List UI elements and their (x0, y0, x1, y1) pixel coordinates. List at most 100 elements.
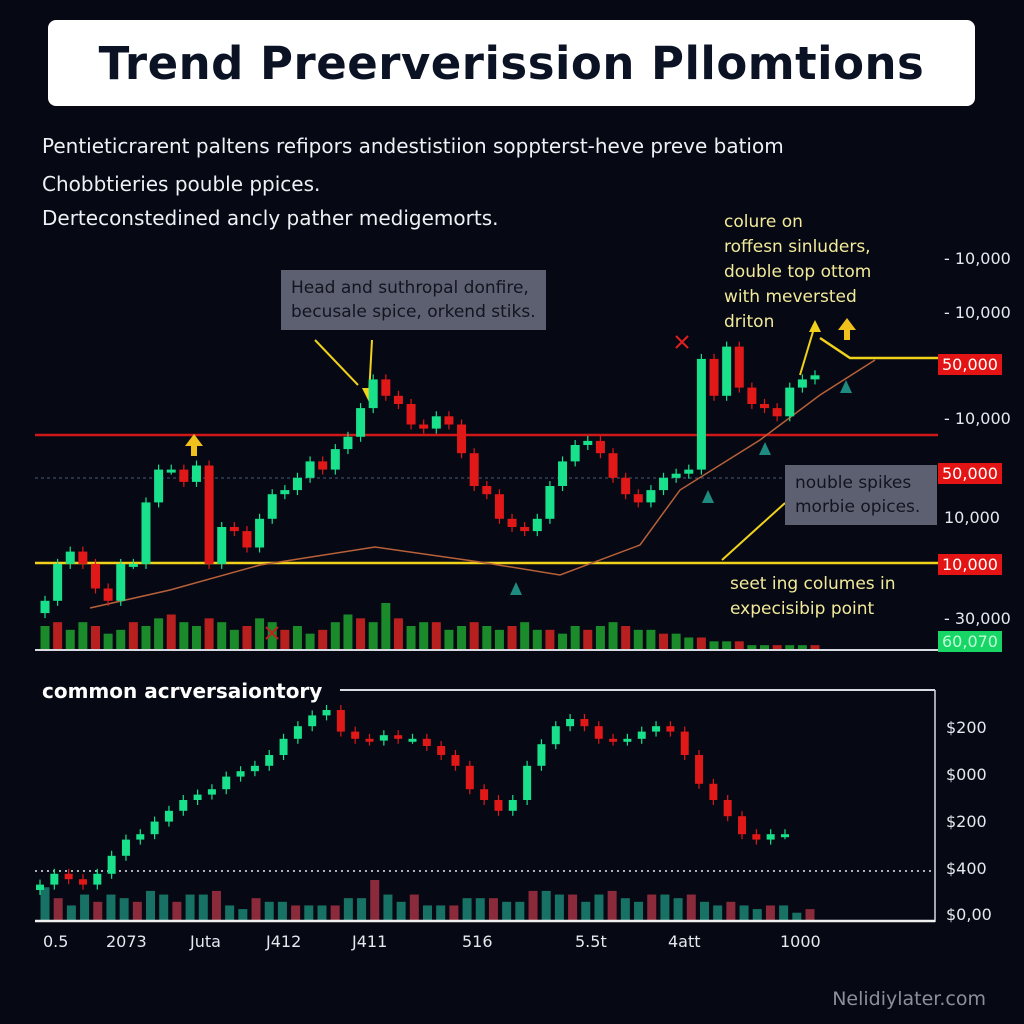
axis-label: 50,000 (938, 463, 1002, 484)
triangle-marker-icon (702, 490, 714, 503)
candle-down (709, 783, 718, 800)
volume-bar (343, 614, 353, 649)
candle-down (90, 563, 100, 589)
volume-bar (805, 909, 815, 920)
volume-bar (53, 898, 63, 920)
volume-bar (554, 894, 564, 920)
volume-bar (633, 629, 643, 649)
candle-down (633, 494, 643, 503)
candle-down (469, 453, 479, 486)
x-tick-label: 516 (462, 932, 493, 951)
volume-bar (128, 622, 138, 649)
candle-up (128, 563, 138, 567)
volume-bar (696, 637, 706, 649)
candle-down (738, 816, 747, 835)
candle-down (709, 358, 719, 396)
candle-up (797, 379, 807, 388)
note-line: roffesn sinluders, (724, 237, 871, 257)
volume-bar (185, 894, 195, 920)
volume-bar (699, 901, 709, 920)
volume-bar (304, 905, 314, 920)
volume-bar (570, 626, 580, 649)
volume-bar (502, 901, 512, 920)
volume-bar (607, 890, 617, 920)
candle-up (207, 789, 216, 795)
candle-down (457, 424, 467, 454)
volume-bar (462, 898, 472, 920)
volume-bar (267, 622, 277, 649)
volume-bar (634, 901, 644, 920)
candle-up (305, 461, 315, 478)
volume-note: seet ing columes in expecisibip point (730, 572, 896, 622)
candle-down (772, 408, 782, 417)
volume-bar (229, 629, 239, 649)
volume-bar (444, 629, 454, 649)
axis-label: 10,000 (938, 554, 1002, 575)
axis-label: $200 (946, 718, 987, 737)
volume-bar (65, 629, 75, 649)
candle-up (36, 884, 44, 890)
x-tick-label: Juta (190, 932, 221, 951)
arrow-up-icon (809, 320, 821, 332)
volume-bar (520, 622, 530, 649)
x-tick-label: 4att (668, 932, 701, 951)
candle-down (752, 834, 761, 840)
candle-up (551, 726, 560, 745)
candle-down (393, 395, 403, 404)
volume-bar (646, 629, 656, 649)
volume-bar (409, 894, 419, 920)
candle-up (236, 771, 245, 777)
candle-down (229, 527, 239, 532)
axis-label: - 30,000 (944, 609, 1011, 628)
volume-bar (330, 905, 340, 920)
candle-down (621, 477, 631, 495)
note-line: expecisibip point (730, 599, 875, 619)
candle-up (652, 726, 661, 732)
candle-down (204, 465, 214, 564)
candle-up (308, 715, 317, 727)
intro-line-3: Derteconstedined ancly pather medigemort… (42, 206, 499, 230)
candle-up (684, 469, 694, 474)
volume-bar (166, 614, 176, 649)
candle-down (365, 738, 374, 742)
volume-bar (368, 622, 378, 649)
candle-up (65, 551, 75, 564)
volume-bar (396, 901, 406, 920)
volume-bar (343, 898, 353, 920)
candle-down (494, 800, 503, 811)
volume-bar (810, 645, 820, 649)
candle-up (623, 738, 632, 742)
candle-down (747, 387, 757, 404)
axis-label: 60,070 (938, 631, 1002, 652)
candle-up (193, 794, 202, 800)
volume-bar (305, 633, 315, 649)
volume-bar (40, 887, 50, 920)
candle-up (523, 765, 532, 800)
candle-up (659, 477, 669, 491)
x-marker-icon (265, 626, 279, 640)
volume-bar (198, 894, 208, 920)
candle-up (330, 449, 340, 470)
volume-bar (317, 905, 327, 920)
candle-up (40, 600, 50, 614)
candle-up (368, 379, 378, 409)
volume-bar (204, 618, 214, 649)
volume-bar (406, 626, 416, 649)
candle-up (566, 719, 575, 727)
page-title: Trend Preerverission Pllomtions (98, 36, 925, 90)
volume-bar (621, 626, 631, 649)
volume-bar (292, 626, 302, 649)
x-marker-icon (675, 335, 689, 349)
candle-up (570, 445, 580, 462)
volume-bar (264, 901, 274, 920)
candle-up (222, 776, 231, 790)
candle-up (292, 477, 302, 491)
axis-label: $000 (946, 765, 987, 784)
volume-bar (66, 905, 76, 920)
moving-average-line (89, 359, 876, 609)
candle-up (537, 744, 546, 766)
candle-up (722, 346, 732, 396)
head-callout: Head and suthropal donfire, becusale spi… (281, 270, 546, 330)
volume-bar (159, 894, 169, 920)
volume-bar (436, 905, 446, 920)
